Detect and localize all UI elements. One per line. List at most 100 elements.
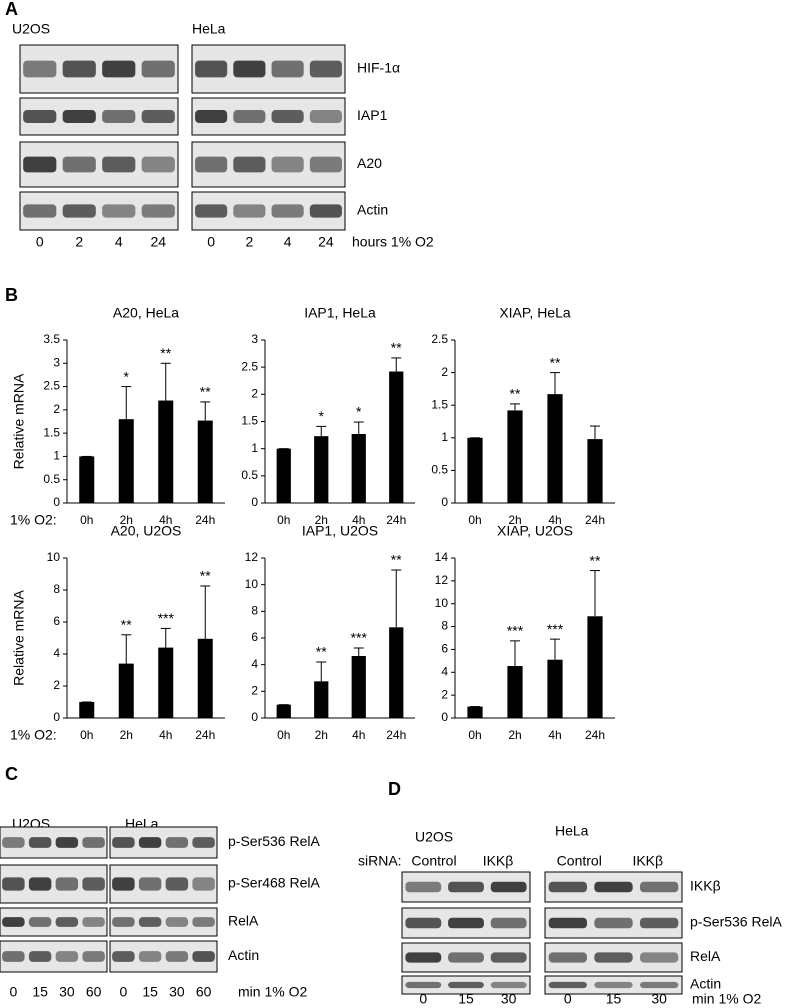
band	[405, 881, 442, 893]
band	[639, 952, 679, 963]
band	[405, 981, 442, 989]
x-tick-label: 2h	[120, 513, 133, 527]
chart-title: IAP1, U2OS	[302, 523, 378, 539]
band	[165, 951, 189, 962]
x-tick-label: 24h	[386, 513, 406, 527]
lane-label: 30	[169, 984, 185, 1000]
band	[594, 981, 633, 989]
y-tick-label: 8	[441, 619, 448, 633]
protein-label: RelA	[690, 948, 721, 964]
band	[138, 917, 162, 927]
chart-title: IAP1, HeLa	[304, 305, 376, 321]
protein-label: A20	[357, 155, 382, 171]
lane-label: 24	[150, 234, 166, 250]
x-tick-label: 0h	[277, 513, 290, 527]
x-tick-label: 2h	[508, 513, 521, 527]
band	[490, 952, 527, 963]
protein-label: Actin	[228, 947, 259, 963]
band	[233, 60, 266, 78]
x-tick-label: 0h	[468, 728, 481, 742]
cell-line: HeLa	[192, 21, 226, 37]
band	[233, 156, 266, 173]
lane-label: 15	[142, 984, 158, 1000]
band	[548, 917, 588, 929]
band	[55, 917, 79, 927]
lane-label: 4	[284, 234, 292, 250]
x-tick-label: 24h	[386, 728, 406, 742]
y-tick-label: 2	[441, 687, 448, 701]
significance: ***	[351, 630, 368, 646]
lanes-label: hours 1% O2	[352, 234, 434, 250]
band	[82, 951, 105, 962]
bar	[197, 420, 213, 503]
bar	[158, 647, 174, 718]
band	[62, 156, 96, 173]
significance: **	[590, 552, 601, 568]
y-tick-label: 3	[53, 355, 60, 369]
band	[112, 951, 135, 962]
band	[2, 917, 25, 927]
band	[112, 877, 135, 891]
band	[62, 204, 96, 218]
sirna-group: IKKβ	[632, 853, 663, 869]
x-tick-label: 24h	[195, 513, 215, 527]
band	[233, 110, 266, 123]
x-tick-label: 4h	[548, 728, 561, 742]
band	[55, 951, 79, 962]
protein-label: p-Ser468 RelA	[228, 875, 320, 891]
band	[309, 156, 342, 173]
band	[309, 204, 342, 218]
band	[490, 881, 527, 893]
x-tick-label: 0h	[468, 513, 481, 527]
y-axis-label: Relative mRNA	[11, 590, 27, 686]
band	[594, 917, 633, 929]
band	[548, 881, 588, 893]
lane-label: 24	[318, 234, 334, 250]
lane-label: 30	[501, 991, 517, 1007]
chart-title: A20, U2OS	[111, 523, 182, 539]
band	[23, 204, 57, 218]
y-tick-label: 1.5	[43, 425, 60, 439]
bar	[314, 436, 329, 503]
bar	[389, 627, 404, 718]
y-tick-label: 2.5	[241, 359, 258, 373]
cell-line: HeLa	[555, 823, 589, 839]
significance: *	[356, 404, 362, 420]
y-tick-label: 10	[435, 596, 449, 610]
band	[448, 917, 484, 929]
y-tick-label: 6	[53, 614, 60, 628]
lanes-label: min 1% O2	[238, 984, 307, 1000]
y-tick-label: 2	[251, 387, 258, 401]
lanes-label: min 1% O2	[692, 991, 761, 1007]
y-tick-label: 4	[251, 657, 258, 671]
band	[23, 60, 57, 78]
panel-letter: A	[5, 0, 18, 19]
lane-label: 60	[196, 984, 212, 1000]
significance: ***	[547, 621, 564, 637]
band	[138, 951, 162, 962]
y-tick-label: 12	[435, 573, 449, 587]
cell-line: U2OS	[415, 829, 453, 845]
band	[271, 156, 304, 173]
band	[2, 837, 25, 848]
significance: **	[391, 340, 402, 356]
bar	[79, 702, 95, 718]
y-tick-label: 2	[53, 402, 60, 416]
significance: **	[510, 386, 521, 402]
y-tick-label: 2	[53, 678, 60, 692]
band	[490, 981, 527, 989]
band	[271, 60, 304, 78]
band	[490, 917, 527, 929]
band	[192, 877, 215, 891]
lane-label: 0	[419, 991, 427, 1007]
band	[2, 877, 25, 891]
y-tick-label: 14	[435, 550, 449, 564]
protein-label: RelA	[228, 913, 259, 929]
band	[271, 204, 304, 218]
y-tick-label: 6	[441, 642, 448, 656]
band	[271, 110, 304, 123]
y-tick-label: 0.5	[43, 472, 60, 486]
cell-line: U2OS	[12, 21, 50, 37]
y-tick-label: 2.5	[431, 332, 448, 346]
lane-label: 2	[75, 234, 83, 250]
